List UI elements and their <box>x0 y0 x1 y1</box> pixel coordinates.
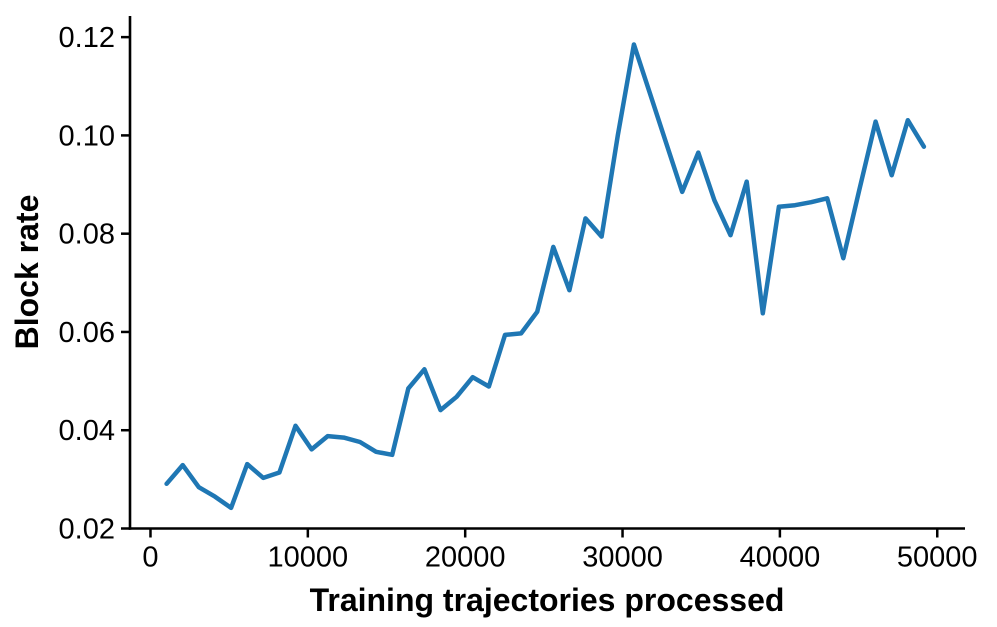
x-tick-label: 30000 <box>582 542 663 574</box>
x-tick-label: 0 <box>142 542 158 574</box>
y-tick-label: 0.12 <box>59 22 115 54</box>
y-axis-label: Block rate <box>9 195 45 350</box>
y-tick-label: 0.06 <box>59 317 115 349</box>
x-tick-label: 10000 <box>268 542 349 574</box>
y-axis-ticks: 0.02 0.04 0.06 0.08 0.10 0.12 <box>59 22 130 546</box>
x-axis-label: Training trajectories processed <box>310 582 785 618</box>
x-axis-ticks: 0 10000 20000 30000 40000 50000 <box>142 528 978 574</box>
x-tick-label: 40000 <box>740 542 821 574</box>
y-tick-label: 0.08 <box>59 219 115 251</box>
x-tick-label: 20000 <box>425 542 506 574</box>
y-tick-label: 0.10 <box>59 120 115 152</box>
y-tick-label: 0.02 <box>59 514 115 546</box>
x-tick-label: 50000 <box>897 542 978 574</box>
y-tick-label: 0.04 <box>59 415 115 447</box>
plot-area: 0 10000 20000 30000 40000 50000 0.020.040.060… <box>9 16 978 618</box>
block-rate-line-series <box>164 42 927 511</box>
